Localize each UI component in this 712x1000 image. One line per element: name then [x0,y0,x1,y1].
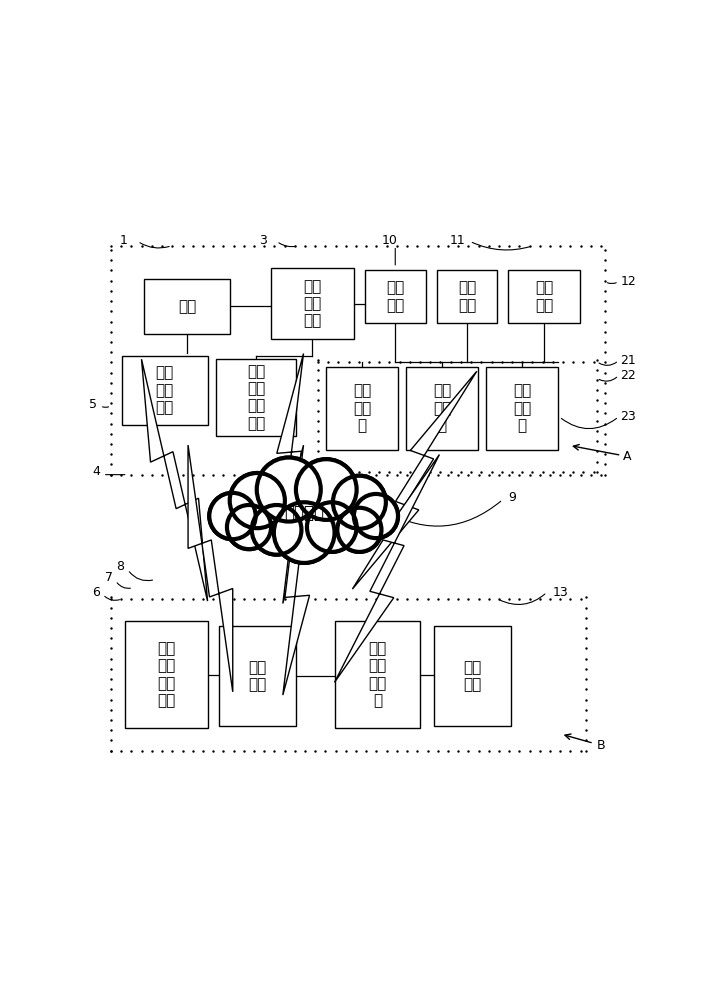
Circle shape [209,493,256,539]
Text: 气压
传感
器: 气压 传感 器 [513,384,531,433]
Polygon shape [352,371,477,589]
Text: 激励
信号
模块: 激励 信号 模块 [156,366,174,415]
Circle shape [333,476,386,529]
Bar [216,359,296,436]
Text: 4: 4 [93,465,100,478]
Text: 12: 12 [620,275,636,288]
Circle shape [274,502,335,563]
Circle shape [257,458,321,522]
Polygon shape [142,359,208,601]
Text: 22: 22 [620,369,636,382]
Text: 输入
模块: 输入 模块 [535,280,553,313]
Text: 分析
模块: 分析 模块 [248,660,266,692]
Circle shape [337,508,382,552]
Bar [407,367,478,450]
Bar [144,279,230,334]
Text: 6: 6 [92,586,100,599]
Bar [335,621,420,728]
Text: 实验
样本
数据
库: 实验 样本 数据 库 [368,641,387,708]
Text: 试管: 试管 [178,299,196,314]
Ellipse shape [221,498,387,545]
Circle shape [307,502,357,552]
Text: 第二
信号
收发
模块: 第二 信号 收发 模块 [157,641,175,708]
Circle shape [296,459,357,520]
Circle shape [230,473,285,528]
Bar [508,270,580,323]
Circle shape [227,505,271,549]
Text: 9: 9 [508,491,516,504]
Text: 时钟
模块: 时钟 模块 [458,280,476,313]
Text: 8: 8 [117,560,125,573]
Circle shape [354,494,398,538]
Bar [326,367,398,450]
Polygon shape [335,455,439,682]
Polygon shape [277,354,310,603]
Text: 第一
信号
收发
模块: 第一 信号 收发 模块 [247,364,265,431]
Bar [486,367,558,450]
Text: 5: 5 [90,398,98,411]
Text: 相对
湿度
传: 相对 湿度 传 [433,384,451,433]
Circle shape [230,473,285,528]
Text: B: B [597,739,605,752]
Text: 信号
采集
模块: 信号 采集 模块 [303,279,322,328]
Polygon shape [188,445,233,692]
Circle shape [209,493,256,539]
Circle shape [274,502,335,563]
Text: 存储
模块: 存储 模块 [464,660,481,692]
Bar [125,621,208,728]
Text: 3: 3 [259,234,267,247]
Text: A: A [623,450,632,463]
Polygon shape [277,445,310,695]
Bar [122,356,208,425]
Text: 7: 7 [105,571,113,584]
Text: 13: 13 [553,586,568,599]
Text: 23: 23 [620,410,636,423]
Circle shape [296,459,357,520]
Bar [219,626,296,726]
Text: 定位
模块: 定位 模块 [386,280,404,313]
Circle shape [354,494,398,538]
Bar [271,268,354,339]
Text: 11: 11 [450,234,466,247]
Circle shape [333,476,386,529]
Circle shape [257,458,321,522]
Circle shape [307,502,357,552]
Circle shape [252,505,301,555]
Circle shape [252,505,301,555]
Text: 移动通信: 移动通信 [284,504,324,522]
Bar [365,270,426,323]
Text: 温度
传感
器: 温度 传感 器 [353,384,371,433]
Text: 21: 21 [620,354,636,367]
Circle shape [337,508,382,552]
Bar [434,626,511,726]
Circle shape [227,505,271,549]
Text: 1: 1 [120,234,127,247]
Bar [436,270,497,323]
Text: 10: 10 [382,234,398,247]
